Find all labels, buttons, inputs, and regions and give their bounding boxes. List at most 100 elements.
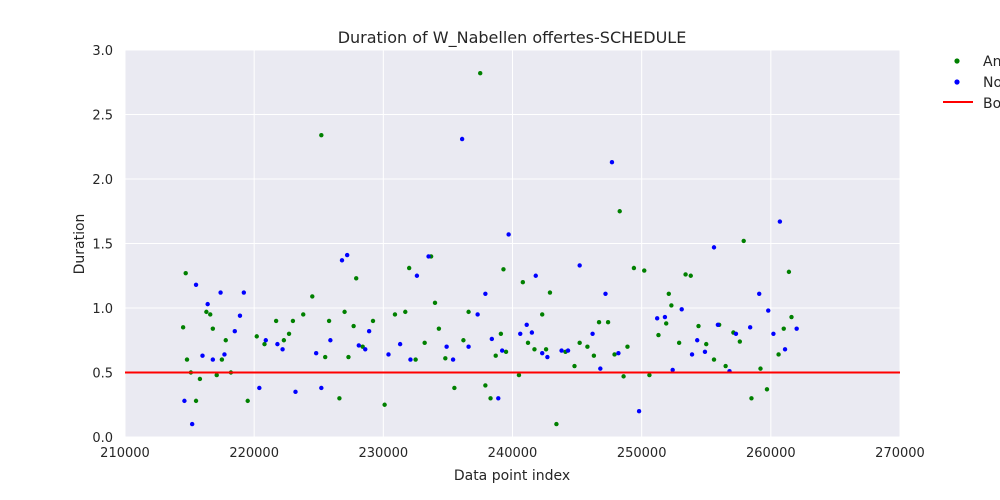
scatter-point-an (596, 319, 602, 325)
scatter-point-no (319, 385, 324, 391)
scatter-point-no (529, 330, 535, 335)
scatter-point-no (777, 219, 783, 224)
scatter-point-an (516, 372, 522, 378)
scatter-point-no (475, 312, 480, 317)
scatter-point-an (758, 366, 763, 371)
scatter-point-an (443, 356, 448, 361)
scatter-point-no (616, 350, 621, 356)
scatter-point-an (245, 398, 250, 404)
scatter-point-no (757, 291, 762, 297)
scatter-point-an (436, 326, 442, 331)
scatter-point-an (789, 314, 794, 320)
scatter-point-an (676, 340, 682, 346)
scatter-point-no (241, 290, 247, 295)
scatter-point-an (666, 291, 671, 297)
x-axis-label: Data point index (454, 468, 570, 484)
scatter-point-no (559, 348, 564, 353)
scatter-point-an (664, 321, 669, 326)
scatter-point-no (679, 307, 684, 312)
legend-label-boundary: Bo (983, 96, 1000, 112)
scatter-point-no (533, 273, 538, 278)
scatter-point-no (506, 232, 511, 237)
scatter-point-no (397, 341, 403, 347)
legend-label-an: An (983, 54, 1000, 70)
scatter-point-no (222, 352, 227, 357)
scatter-point-an (262, 341, 267, 347)
scatter-point-an (323, 354, 328, 360)
scatter-point-an (503, 349, 509, 355)
scatter-point-an (392, 312, 398, 317)
scatter-point-no (328, 338, 333, 343)
scatter-point-an (543, 347, 549, 352)
scatter-point-no (344, 252, 350, 258)
y-tick-label: 3.0 (92, 44, 113, 59)
scatter-point-an (184, 357, 190, 362)
scatter-point-an (493, 353, 498, 358)
scatter-point-no (771, 331, 776, 336)
y-tick-label: 1.5 (92, 238, 113, 253)
scatter-point-no (715, 322, 721, 327)
scatter-point-no (489, 336, 495, 342)
scatter-point-an (572, 363, 577, 369)
scatter-point-an (452, 385, 457, 391)
scatter-point-an (554, 421, 559, 427)
scatter-point-no (257, 385, 262, 391)
scatter-point-no (280, 347, 285, 352)
y-tick-label: 0.0 (92, 431, 113, 446)
scatter-point-an (432, 300, 438, 306)
scatter-point-no (182, 398, 187, 404)
scatter-point-an (764, 387, 770, 392)
x-tick-label: 220000 (229, 446, 279, 461)
scatter-point-an (532, 347, 537, 352)
scatter-point-no (363, 347, 368, 352)
scatter-point-no (496, 396, 501, 401)
scatter-point-no (356, 343, 361, 348)
scatter-point-an (219, 357, 225, 362)
scatter-point-an (688, 273, 693, 278)
legend: An No Bo (943, 54, 1000, 112)
y-axis-label: Duration (72, 214, 88, 275)
scatter-point-an (214, 372, 219, 378)
chart-title: Duration of W_Nabellen offertes-SCHEDULE (338, 28, 687, 48)
scatter-point-no (499, 348, 505, 353)
scatter-point-an (605, 319, 611, 325)
scatter-point-no (545, 354, 550, 360)
scatter-point-no (414, 273, 420, 278)
scatter-point-an (723, 363, 728, 369)
scatter-point-no (702, 349, 708, 355)
scatter-point-an (488, 396, 493, 401)
scatter-point-no (189, 421, 195, 427)
scatter-point-an (647, 372, 652, 378)
scatter-point-no (766, 308, 771, 313)
scatter-point-an (290, 318, 296, 324)
scatter-point-an (585, 344, 590, 349)
x-tick-label: 230000 (359, 446, 409, 461)
scatter-point-no (590, 331, 595, 336)
scatter-point-no (218, 290, 223, 295)
scatter-point-an (413, 357, 418, 362)
scatter-point-no (733, 331, 739, 336)
points-layer (180, 71, 799, 427)
scatter-point-an (326, 318, 332, 324)
y-tick-label: 0.5 (92, 367, 113, 382)
scatter-point-no (518, 331, 523, 336)
scatter-point-an (776, 352, 781, 357)
scatter-point-no (426, 254, 431, 259)
scatter-point-an (711, 357, 717, 362)
scatter-point-an (346, 354, 351, 360)
scatter-point-no (654, 316, 660, 321)
scatter-point-no (444, 344, 449, 349)
scatter-point-an (466, 309, 471, 315)
scatter-point-an (223, 338, 228, 343)
scatter-point-an (547, 290, 553, 295)
scatter-point-an (642, 268, 647, 273)
scatter-point-no (339, 258, 345, 263)
scatter-point-an (631, 265, 637, 271)
scatter-point-an (621, 374, 626, 379)
scatter-point-an (204, 309, 209, 315)
scatter-point-an (625, 344, 630, 349)
y-tick-label: 2.0 (92, 173, 113, 188)
scatter-point-no (293, 389, 298, 395)
x-tick-label: 240000 (488, 446, 538, 461)
